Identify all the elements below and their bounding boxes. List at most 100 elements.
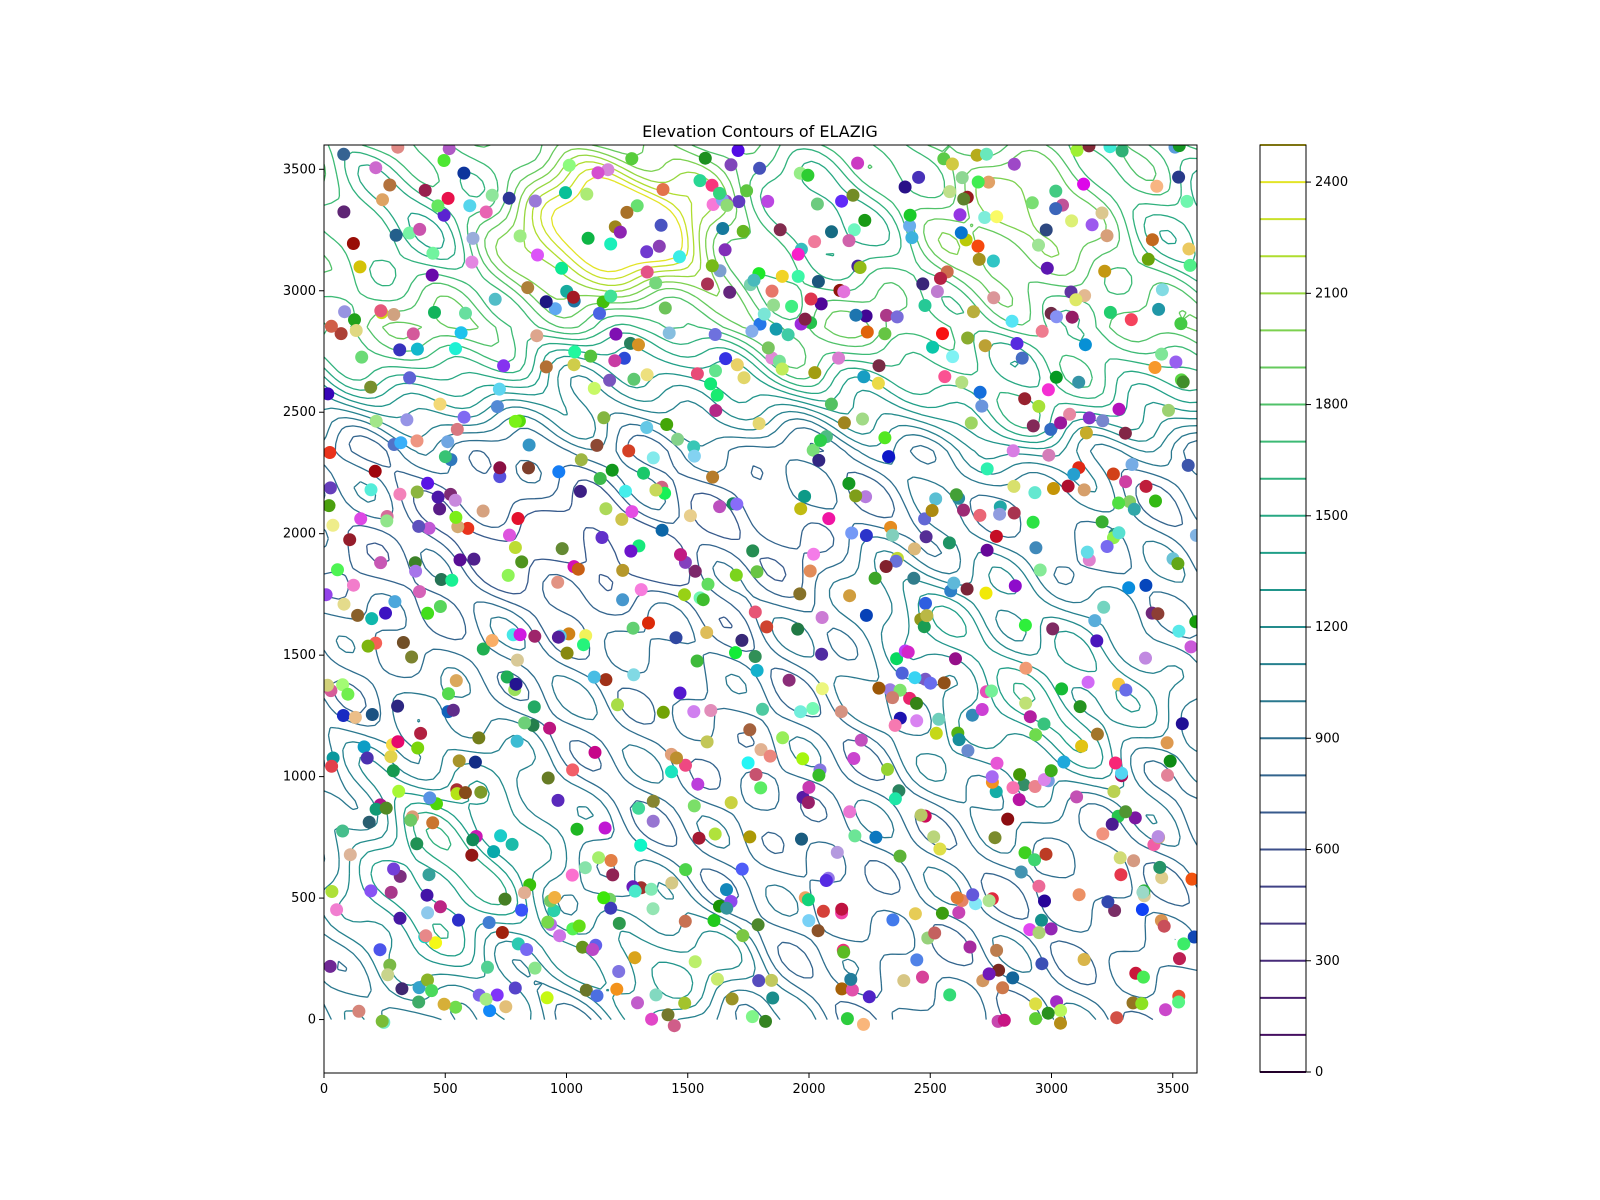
data-point [391, 699, 405, 713]
data-point [539, 360, 553, 374]
data-point [1184, 640, 1197, 654]
data-point [955, 171, 969, 185]
data-point [669, 631, 683, 645]
data-point [502, 191, 516, 205]
data-point [510, 734, 524, 748]
data-point [761, 194, 775, 208]
data-point [1057, 755, 1071, 769]
data-point [982, 175, 996, 189]
data-point [452, 913, 465, 927]
data-point [1082, 145, 1096, 153]
data-point [637, 466, 650, 480]
data-point [745, 1010, 759, 1024]
data-point [819, 874, 833, 887]
data-point [597, 411, 611, 425]
data-point [414, 726, 428, 740]
data-point [740, 184, 754, 198]
data-point [808, 235, 822, 249]
data-point [729, 646, 742, 660]
data-point [548, 891, 562, 904]
data-point [324, 499, 336, 513]
data-point [548, 302, 562, 316]
data-point [812, 453, 826, 467]
data-point [830, 845, 844, 859]
data-point [1070, 145, 1084, 157]
data-point [735, 633, 749, 647]
data-point [412, 519, 426, 533]
data-point [587, 670, 601, 684]
data-point [1079, 426, 1093, 440]
data-point [610, 982, 624, 996]
data-point [842, 234, 856, 248]
data-point [381, 968, 395, 982]
data-point [859, 529, 873, 542]
data-point [1041, 1006, 1055, 1020]
data-point [878, 327, 892, 341]
data-point [731, 145, 745, 157]
data-point [634, 838, 648, 852]
data-point [1090, 634, 1104, 648]
data-point [1037, 717, 1051, 731]
data-point [858, 213, 872, 227]
data-point [791, 622, 805, 636]
data-point [576, 940, 589, 954]
contour-level-2300 [540, 168, 689, 280]
data-point [362, 815, 376, 829]
data-point [973, 385, 987, 399]
data-point [845, 983, 859, 997]
data-point [336, 824, 350, 838]
data-point [346, 237, 360, 250]
x-tick-label: 2500 [914, 1082, 947, 1097]
data-point [413, 585, 426, 599]
data-point [422, 521, 436, 535]
data-point [794, 502, 808, 516]
data-point [1110, 1011, 1124, 1025]
data-point [503, 528, 516, 542]
data-point [1112, 526, 1126, 540]
data-point [741, 756, 755, 770]
data-point [324, 446, 337, 459]
data-point [730, 497, 744, 511]
data-point [704, 377, 718, 391]
data-point [1029, 541, 1043, 555]
data-point [425, 268, 439, 282]
data-point [337, 597, 351, 611]
data-point [708, 827, 722, 841]
data-point [599, 502, 613, 516]
colorbar-tick-label: 2100 [1315, 286, 1348, 301]
data-point [613, 225, 627, 239]
data-point [1010, 337, 1024, 350]
data-point [528, 194, 542, 208]
data-point [704, 704, 718, 717]
data-point [487, 845, 501, 859]
plot-frame [323, 144, 1198, 1074]
data-point [599, 673, 613, 687]
x-tick-label: 1500 [671, 1082, 704, 1097]
data-point [990, 943, 1004, 957]
data-point [428, 305, 441, 319]
data-point [634, 583, 648, 597]
data-point [971, 239, 985, 253]
data-point [1128, 811, 1142, 825]
data-point [878, 431, 892, 445]
data-point [1037, 773, 1051, 787]
data-point [383, 958, 397, 972]
data-point [811, 924, 825, 938]
data-point [701, 577, 715, 591]
data-point [803, 564, 817, 578]
data-point [1072, 888, 1086, 902]
data-point [798, 312, 812, 326]
data-point [1127, 854, 1141, 868]
data-point [1073, 700, 1087, 714]
data-point [750, 664, 764, 677]
data-point [985, 770, 999, 784]
data-point [608, 354, 622, 368]
data-point [419, 929, 433, 943]
data-point [1032, 238, 1045, 252]
data-point [665, 876, 679, 890]
data-point [880, 308, 893, 322]
data-point [528, 629, 542, 643]
data-point [387, 862, 401, 876]
colorbar-tick-label: 900 [1315, 731, 1340, 746]
data-point [604, 237, 618, 251]
